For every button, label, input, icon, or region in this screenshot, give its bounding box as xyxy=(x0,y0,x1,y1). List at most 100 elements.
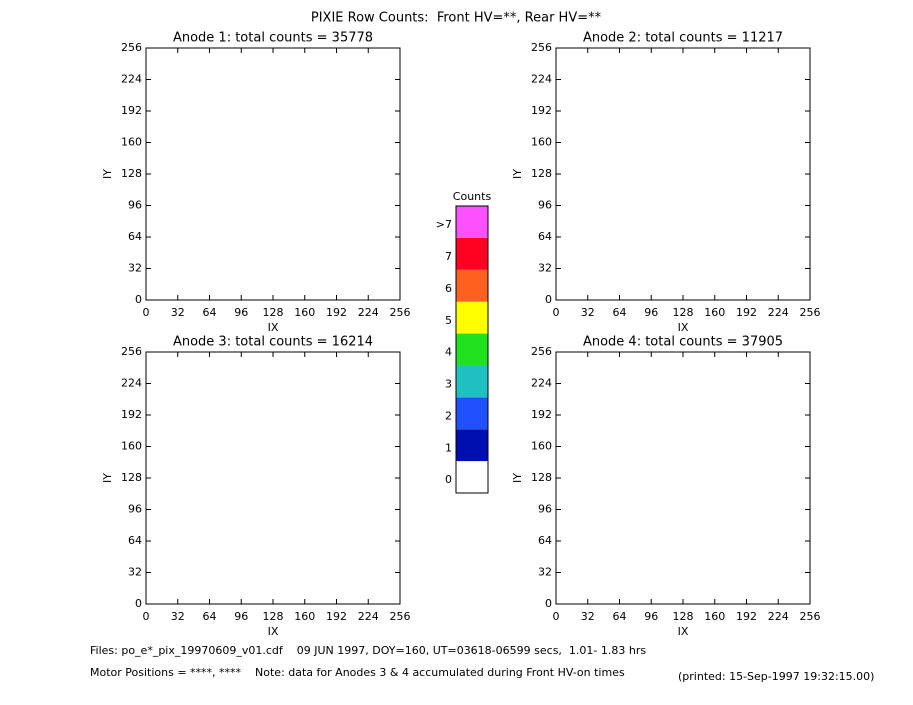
x-tick-label: 192 xyxy=(736,306,757,319)
footer-files: Files: po_e*_pix_19970609_v01.cdf 09 JUN… xyxy=(90,644,646,657)
x-tick-label: 192 xyxy=(326,306,347,319)
x-tick-label: 256 xyxy=(800,306,821,319)
y-tick-label: 0 xyxy=(545,597,552,610)
x-tick-label: 96 xyxy=(644,306,658,319)
colorbar-swatch xyxy=(456,461,488,493)
y-tick-label: 256 xyxy=(531,345,552,358)
colorbar-label: 3 xyxy=(445,378,452,391)
x-axis-label: IX xyxy=(268,625,279,638)
colorbar-frame xyxy=(455,205,489,494)
y-tick-label: 64 xyxy=(128,534,142,547)
y-tick-label: 256 xyxy=(121,345,142,358)
x-tick-label: 224 xyxy=(768,306,789,319)
y-tick-label: 128 xyxy=(531,471,552,484)
x-tick-label: 128 xyxy=(673,306,694,319)
y-tick-label: 224 xyxy=(121,377,142,390)
x-tick-label: 192 xyxy=(736,610,757,623)
colorbar-swatch xyxy=(456,365,488,398)
panel-title: Anode 1: total counts = 35778 xyxy=(173,31,373,46)
y-tick-label: 0 xyxy=(545,293,552,306)
x-tick-label: 32 xyxy=(581,306,595,319)
colorbar-swatch xyxy=(456,397,488,430)
x-tick-label: 192 xyxy=(326,610,347,623)
colorbar-label: 7 xyxy=(445,250,452,263)
colorbar-swatch xyxy=(456,301,488,334)
colorbar-swatch xyxy=(456,429,488,462)
x-tick-label: 256 xyxy=(390,610,411,623)
y-tick-label: 128 xyxy=(121,167,142,180)
colorbar-label: 6 xyxy=(445,282,452,295)
y-tick-label: 224 xyxy=(531,377,552,390)
x-tick-label: 96 xyxy=(234,610,248,623)
x-tick-label: 96 xyxy=(234,306,248,319)
y-tick-label: 224 xyxy=(531,73,552,86)
y-tick-label: 0 xyxy=(135,597,142,610)
colorbar-label: 1 xyxy=(445,441,452,454)
panel-title: Anode 2: total counts = 11217 xyxy=(583,31,783,46)
y-tick-label: 192 xyxy=(531,408,552,421)
x-tick-label: 0 xyxy=(143,610,150,623)
panel-title: Anode 4: total counts = 37905 xyxy=(583,335,783,350)
plot-frame xyxy=(145,47,401,301)
y-tick-label: 192 xyxy=(121,104,142,117)
y-tick-label: 128 xyxy=(531,167,552,180)
colorbar-swatch xyxy=(456,206,488,238)
x-tick-label: 64 xyxy=(203,306,217,319)
y-tick-label: 128 xyxy=(121,471,142,484)
x-axis-label: IX xyxy=(268,321,279,334)
y-tick-label: 32 xyxy=(538,262,552,275)
x-tick-label: 224 xyxy=(768,610,789,623)
y-tick-label: 96 xyxy=(128,503,142,516)
footer-printed: (printed: 15-Sep-1997 19:32:15.00) xyxy=(678,670,874,683)
x-tick-label: 32 xyxy=(581,610,595,623)
x-tick-label: 256 xyxy=(390,306,411,319)
y-tick-label: 256 xyxy=(121,41,142,54)
colorbar-swatch xyxy=(456,333,488,366)
y-tick-label: 32 xyxy=(128,566,142,579)
y-tick-label: 96 xyxy=(128,199,142,212)
x-tick-label: 160 xyxy=(294,610,315,623)
y-tick-label: 160 xyxy=(531,440,552,453)
x-tick-label: 256 xyxy=(800,610,821,623)
colorbar-label: 4 xyxy=(445,346,452,359)
x-tick-label: 128 xyxy=(673,610,694,623)
x-tick-label: 160 xyxy=(704,306,725,319)
y-axis-label: IY xyxy=(511,169,524,179)
y-tick-label: 192 xyxy=(121,408,142,421)
y-axis-label: IY xyxy=(101,473,114,483)
page-title: PIXIE Row Counts: Front HV=**, Rear HV=*… xyxy=(311,11,602,26)
x-tick-label: 32 xyxy=(171,610,185,623)
plot-frame xyxy=(555,47,811,301)
y-tick-label: 64 xyxy=(538,534,552,547)
colorbar-swatch xyxy=(456,237,488,270)
y-tick-label: 96 xyxy=(538,503,552,516)
colorbar-label: 0 xyxy=(445,473,452,486)
x-tick-label: 224 xyxy=(358,610,379,623)
footer-motor: Motor Positions = ****, **** Note: data … xyxy=(90,666,625,679)
y-tick-label: 160 xyxy=(531,136,552,149)
x-axis-label: IX xyxy=(678,321,689,334)
plot-frame xyxy=(555,351,811,605)
colorbar-label: 5 xyxy=(445,314,452,327)
x-tick-label: 128 xyxy=(263,306,284,319)
x-axis-label: IX xyxy=(678,625,689,638)
x-tick-label: 64 xyxy=(203,610,217,623)
x-tick-label: 160 xyxy=(704,610,725,623)
x-tick-label: 64 xyxy=(613,610,627,623)
x-tick-label: 160 xyxy=(294,306,315,319)
y-tick-label: 192 xyxy=(531,104,552,117)
y-tick-label: 224 xyxy=(121,73,142,86)
x-tick-label: 0 xyxy=(553,610,560,623)
x-tick-label: 0 xyxy=(143,306,150,319)
plot-frame xyxy=(145,351,401,605)
y-tick-label: 0 xyxy=(135,293,142,306)
colorbar-swatch xyxy=(456,269,488,302)
colorbar-label: 2 xyxy=(445,409,452,422)
y-axis-label: IY xyxy=(101,169,114,179)
x-tick-label: 32 xyxy=(171,306,185,319)
y-tick-label: 32 xyxy=(128,262,142,275)
x-tick-label: 224 xyxy=(358,306,379,319)
x-tick-label: 96 xyxy=(644,610,658,623)
y-tick-label: 256 xyxy=(531,41,552,54)
